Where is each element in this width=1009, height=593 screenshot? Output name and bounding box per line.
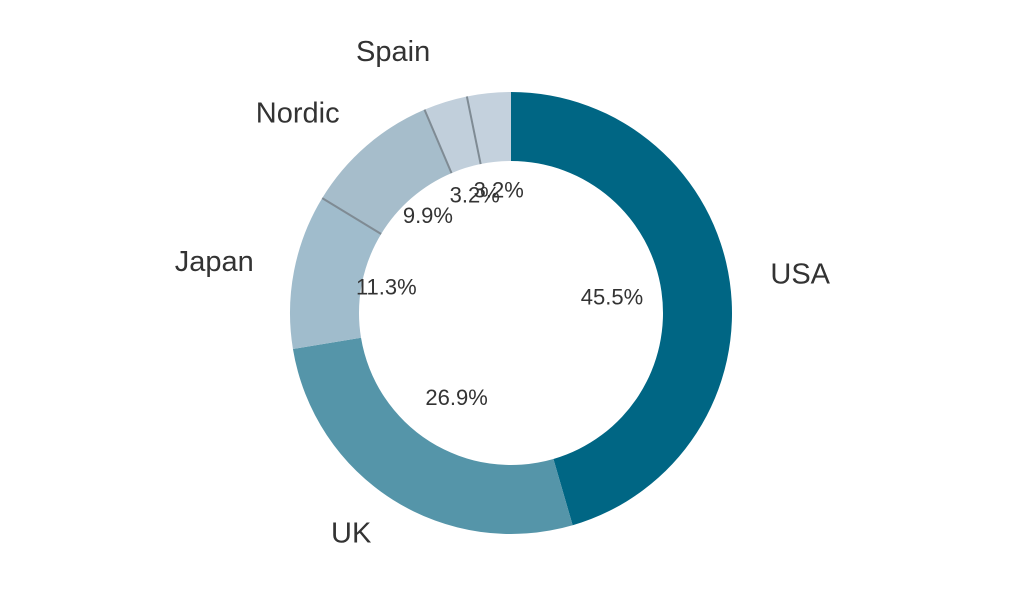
category-label-japan: Japan [175, 246, 254, 278]
pct-label-uk: 26.9% [425, 385, 487, 410]
slice-separator [465, 96, 482, 165]
slices-layer [290, 92, 733, 534]
category-label-nordic: Nordic [256, 98, 340, 130]
slice-spain [424, 96, 481, 174]
labels-layer: 45.5% USA 26.9% UK 11.3% Japan 9.9% Nordic 3.2% S… [175, 36, 831, 549]
pct-label-nordic: 9.9% [403, 203, 453, 228]
separators-layer [321, 96, 482, 235]
slice-japan [290, 198, 382, 349]
pct-label-usa: 45.5% [581, 284, 643, 309]
category-label-spain: Spain [356, 36, 430, 68]
slice-uk [292, 337, 573, 534]
category-label-usa: USA [770, 259, 830, 291]
slice-separator [423, 109, 453, 174]
pct-label-spain: 3.2% [450, 182, 500, 207]
category-label-uk: UK [331, 517, 372, 549]
pct-label-japan: 11.3% [356, 275, 417, 300]
slice-nordic [322, 109, 452, 234]
slice-usa [511, 92, 733, 526]
slice-separator [321, 197, 382, 235]
pct-label-unlabeled-5: 3.2% [474, 177, 524, 202]
